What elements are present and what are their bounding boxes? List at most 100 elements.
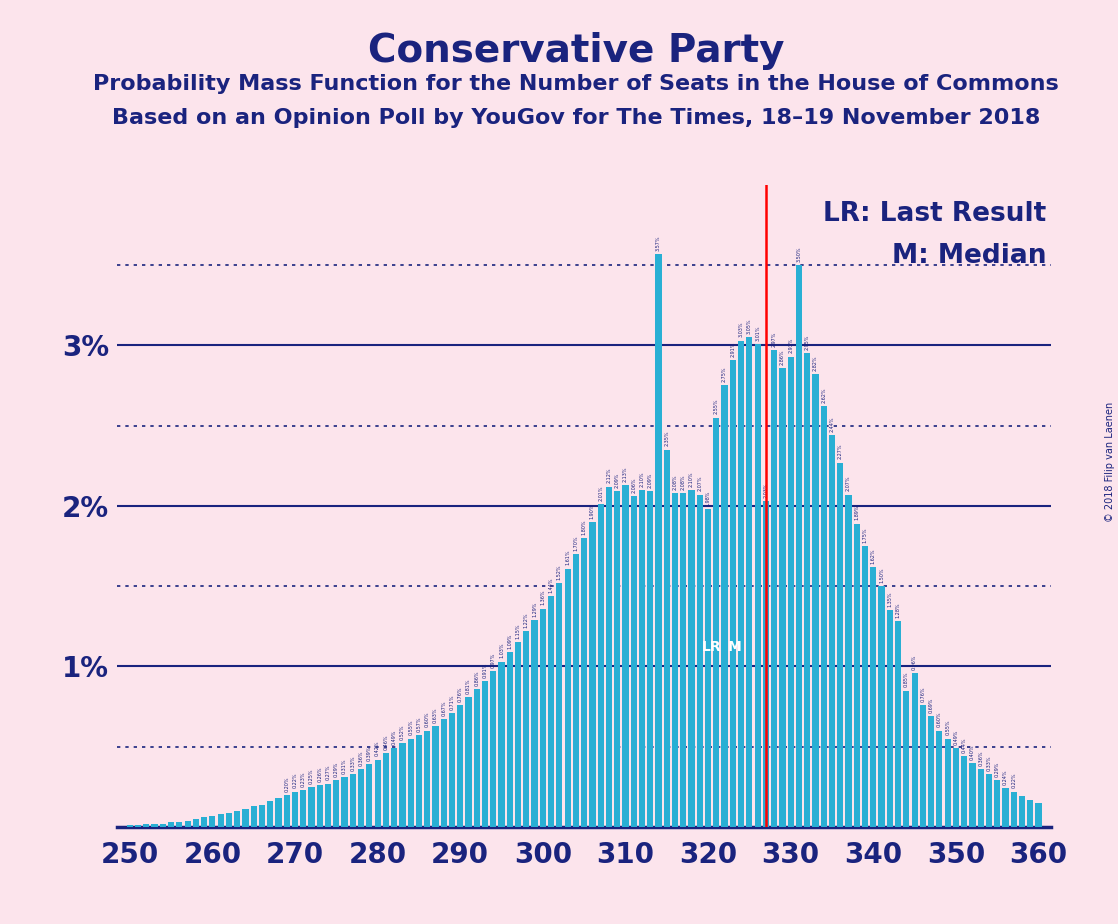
Bar bbox=[292, 792, 299, 827]
Text: 1.75%: 1.75% bbox=[863, 528, 868, 542]
Text: Probability Mass Function for the Number of Seats in the House of Commons: Probability Mass Function for the Number… bbox=[93, 74, 1059, 94]
Text: 2.01%: 2.01% bbox=[598, 486, 604, 501]
Bar bbox=[572, 554, 579, 827]
Bar bbox=[135, 825, 141, 827]
Text: 0.69%: 0.69% bbox=[929, 698, 934, 713]
Text: 1.52%: 1.52% bbox=[557, 565, 562, 579]
Text: 3.57%: 3.57% bbox=[656, 235, 661, 250]
Bar bbox=[226, 812, 233, 827]
Bar bbox=[631, 496, 637, 827]
Text: 0.20%: 0.20% bbox=[284, 776, 290, 792]
Bar bbox=[350, 774, 356, 827]
Bar bbox=[457, 705, 463, 827]
Bar bbox=[316, 785, 323, 827]
Text: 0.27%: 0.27% bbox=[325, 765, 331, 781]
Bar bbox=[598, 505, 604, 827]
Text: 2.75%: 2.75% bbox=[722, 367, 727, 383]
Bar bbox=[184, 821, 191, 827]
Bar bbox=[465, 697, 472, 827]
Bar bbox=[747, 337, 752, 827]
Text: 0.85%: 0.85% bbox=[903, 672, 909, 687]
Text: 0.76%: 0.76% bbox=[920, 687, 926, 701]
Bar bbox=[1011, 792, 1017, 827]
Bar bbox=[705, 509, 711, 827]
Text: 2.55%: 2.55% bbox=[713, 399, 719, 414]
Text: Based on an Opinion Poll by YouGov for The Times, 18–19 November 2018: Based on an Opinion Poll by YouGov for T… bbox=[112, 108, 1040, 128]
Text: 1.29%: 1.29% bbox=[532, 602, 537, 616]
Text: 0.22%: 0.22% bbox=[293, 773, 297, 788]
Bar bbox=[977, 769, 984, 827]
Text: 1.50%: 1.50% bbox=[879, 567, 884, 583]
Text: 2.10%: 2.10% bbox=[639, 471, 644, 487]
Bar bbox=[201, 818, 207, 827]
Text: 0.52%: 0.52% bbox=[400, 724, 405, 740]
Bar bbox=[779, 368, 786, 827]
Text: 1.36%: 1.36% bbox=[540, 590, 546, 605]
Bar bbox=[961, 757, 967, 827]
Bar bbox=[151, 824, 158, 827]
Text: 1.61%: 1.61% bbox=[565, 550, 570, 565]
Bar bbox=[870, 567, 877, 827]
Bar bbox=[506, 652, 513, 827]
Text: 2.08%: 2.08% bbox=[681, 474, 685, 490]
Bar bbox=[589, 522, 596, 827]
Bar bbox=[920, 705, 926, 827]
Text: 2.44%: 2.44% bbox=[830, 417, 834, 432]
Bar bbox=[994, 781, 1001, 827]
Text: 0.33%: 0.33% bbox=[350, 755, 356, 771]
Bar bbox=[813, 374, 818, 827]
Text: 2.07%: 2.07% bbox=[698, 476, 702, 492]
Bar bbox=[168, 822, 174, 827]
Bar bbox=[738, 341, 745, 827]
Text: 0.57%: 0.57% bbox=[416, 717, 421, 732]
Text: 0.42%: 0.42% bbox=[376, 741, 380, 757]
Bar bbox=[655, 254, 662, 827]
Text: 0.33%: 0.33% bbox=[986, 755, 992, 771]
Bar bbox=[234, 811, 240, 827]
Bar bbox=[399, 744, 406, 827]
Bar bbox=[638, 490, 645, 827]
Bar bbox=[416, 736, 421, 827]
Text: 0.36%: 0.36% bbox=[359, 750, 363, 766]
Bar bbox=[730, 359, 736, 827]
Text: 2.27%: 2.27% bbox=[837, 444, 843, 459]
Bar bbox=[672, 493, 679, 827]
Bar bbox=[358, 769, 364, 827]
Bar bbox=[499, 662, 504, 827]
Text: 2.09%: 2.09% bbox=[647, 473, 653, 488]
Bar bbox=[565, 568, 570, 827]
Bar bbox=[862, 546, 869, 827]
Bar bbox=[300, 790, 306, 827]
Text: 0.29%: 0.29% bbox=[334, 761, 339, 777]
Text: 1.90%: 1.90% bbox=[590, 504, 595, 518]
Text: 2.09%: 2.09% bbox=[615, 473, 619, 488]
Bar bbox=[523, 631, 530, 827]
Bar bbox=[986, 774, 992, 827]
Bar bbox=[1035, 803, 1042, 827]
Bar bbox=[391, 748, 397, 827]
Text: 1.62%: 1.62% bbox=[871, 548, 875, 564]
Bar bbox=[440, 720, 447, 827]
Bar bbox=[647, 492, 653, 827]
Bar bbox=[375, 760, 381, 827]
Bar bbox=[243, 809, 248, 827]
Bar bbox=[581, 538, 587, 827]
Text: 2.35%: 2.35% bbox=[664, 431, 670, 446]
Text: 2.86%: 2.86% bbox=[780, 349, 785, 365]
Text: 2.13%: 2.13% bbox=[623, 467, 628, 481]
Bar bbox=[911, 673, 918, 827]
Text: 0.31%: 0.31% bbox=[342, 759, 347, 774]
Text: 1.35%: 1.35% bbox=[888, 591, 892, 607]
Bar bbox=[143, 824, 150, 827]
Text: 0.67%: 0.67% bbox=[442, 700, 446, 716]
Text: 0.86%: 0.86% bbox=[474, 670, 480, 686]
Text: 1.98%: 1.98% bbox=[705, 491, 711, 506]
Text: 0.40%: 0.40% bbox=[970, 744, 975, 760]
Bar bbox=[969, 763, 976, 827]
Text: 1.70%: 1.70% bbox=[574, 535, 578, 551]
Bar bbox=[896, 622, 901, 827]
Bar bbox=[177, 822, 182, 827]
Text: © 2018 Filip van Laenen: © 2018 Filip van Laenen bbox=[1106, 402, 1115, 522]
Text: 1.28%: 1.28% bbox=[896, 602, 901, 618]
Bar bbox=[548, 596, 555, 827]
